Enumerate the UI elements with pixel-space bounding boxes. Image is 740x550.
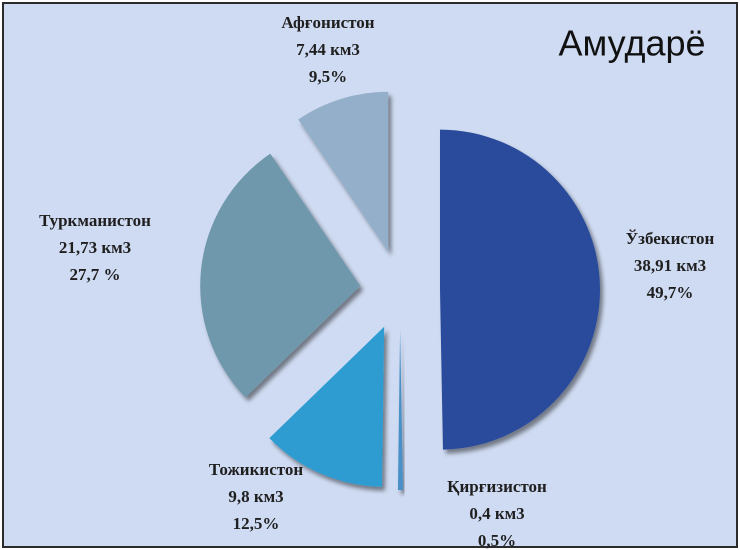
chart-title: Амударё xyxy=(558,23,705,64)
pie-slice xyxy=(298,91,389,252)
pie-slice xyxy=(200,153,361,398)
category-label: Ўзбекистон xyxy=(626,229,715,248)
percent-label: 27,7 % xyxy=(70,265,121,284)
category-label: Туркманистон xyxy=(39,211,151,230)
pie-slice xyxy=(439,129,600,450)
value-label: 38,91 км3 xyxy=(634,256,706,275)
value-label: 9,8 км3 xyxy=(228,487,283,506)
category-label: Қирғизистон xyxy=(447,477,547,496)
value-label: 0,4 км3 xyxy=(469,504,524,523)
percent-label: 49,7% xyxy=(647,283,694,302)
category-label: Тожикистон xyxy=(209,460,304,479)
percent-label: 0,5% xyxy=(478,531,516,550)
value-label: 21,73 км3 xyxy=(59,238,131,257)
percent-label: 9,5% xyxy=(309,67,347,86)
category-label: Афғонистон xyxy=(281,13,374,32)
percent-label: 12,5% xyxy=(233,514,280,533)
pie-slice xyxy=(269,326,385,487)
pie-slice xyxy=(397,329,404,490)
value-label: 7,44 км3 xyxy=(296,40,360,59)
